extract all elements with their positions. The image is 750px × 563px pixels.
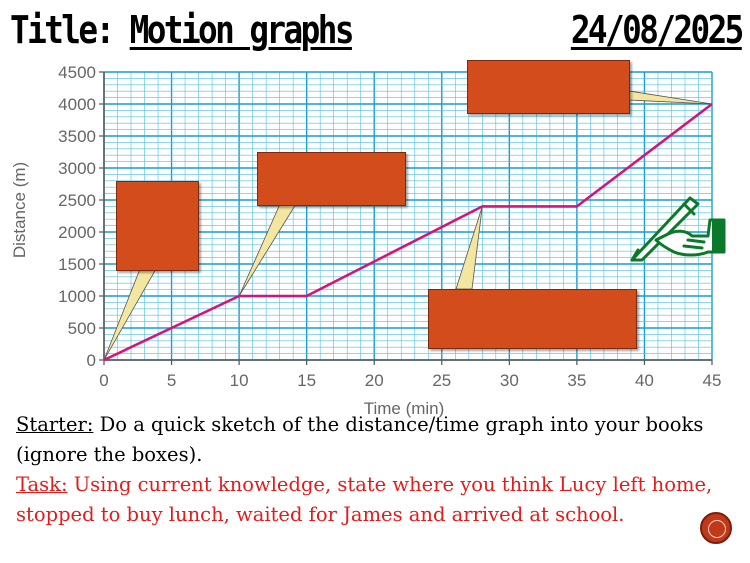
y-tick-label: 2500: [58, 191, 96, 210]
starter-body: Do a quick sketch of the distance/time g…: [16, 413, 704, 466]
title-main: Motion graphs: [129, 8, 355, 52]
y-tick-label: 4000: [58, 95, 96, 114]
x-tick-label: 20: [365, 371, 384, 390]
slide-date: 24/08/2025: [571, 8, 745, 52]
chart-series: [103, 102, 713, 362]
x-tick-label: 25: [432, 371, 451, 390]
y-tick-label: 4500: [58, 63, 96, 82]
y-tick-label: 3000: [58, 159, 96, 178]
writing-hand-icon: [630, 196, 726, 262]
y-tick-label: 1000: [58, 287, 96, 306]
title-prefix: Title:: [10, 8, 130, 52]
starter-label: Starter:: [16, 413, 94, 436]
callout-pointers: [103, 87, 713, 361]
y-tick-label: 0: [87, 351, 96, 370]
slide-title: Title: Motion graphs: [10, 8, 355, 52]
x-tick-label: 40: [635, 371, 654, 390]
callout-box-stopped-lunch[interactable]: [257, 152, 406, 206]
x-tick-label: 35: [567, 371, 586, 390]
chart-axes: [103, 72, 712, 361]
x-tick-label: 5: [167, 371, 176, 390]
x-tick-label: 10: [230, 371, 249, 390]
callout-box-left-home[interactable]: [116, 181, 199, 271]
y-tick-label: 2000: [58, 223, 96, 242]
next-slide-button[interactable]: [700, 512, 732, 544]
x-tick-label: 45: [703, 371, 722, 390]
starter-text: Starter: Do a quick sketch of the distan…: [16, 410, 734, 470]
x-axis-label: Time (min): [364, 399, 445, 418]
y-tick-label: 500: [68, 319, 96, 338]
task-text: Task: Using current knowledge, state whe…: [16, 470, 734, 530]
y-axis-label: Distance (m): [10, 162, 29, 258]
chart-ticks: 0 5 10 15 20 25 30 35 40 45 0 500 1000 1500 2000 2500 30…: [58, 63, 721, 390]
x-tick-label: 15: [297, 371, 316, 390]
callout-box-waited-james[interactable]: [428, 289, 637, 349]
task-body: Using current knowledge, state where you…: [16, 473, 713, 526]
task-label: Task:: [16, 473, 68, 496]
instructions: Starter: Do a quick sketch of the distan…: [16, 410, 734, 530]
x-tick-label: 0: [99, 371, 108, 390]
callout-box-arrived-school[interactable]: [467, 60, 630, 114]
distance-line: [103, 102, 713, 362]
x-tick-label: 30: [500, 371, 519, 390]
y-tick-label: 1500: [58, 255, 96, 274]
y-tick-label: 3500: [58, 127, 96, 146]
